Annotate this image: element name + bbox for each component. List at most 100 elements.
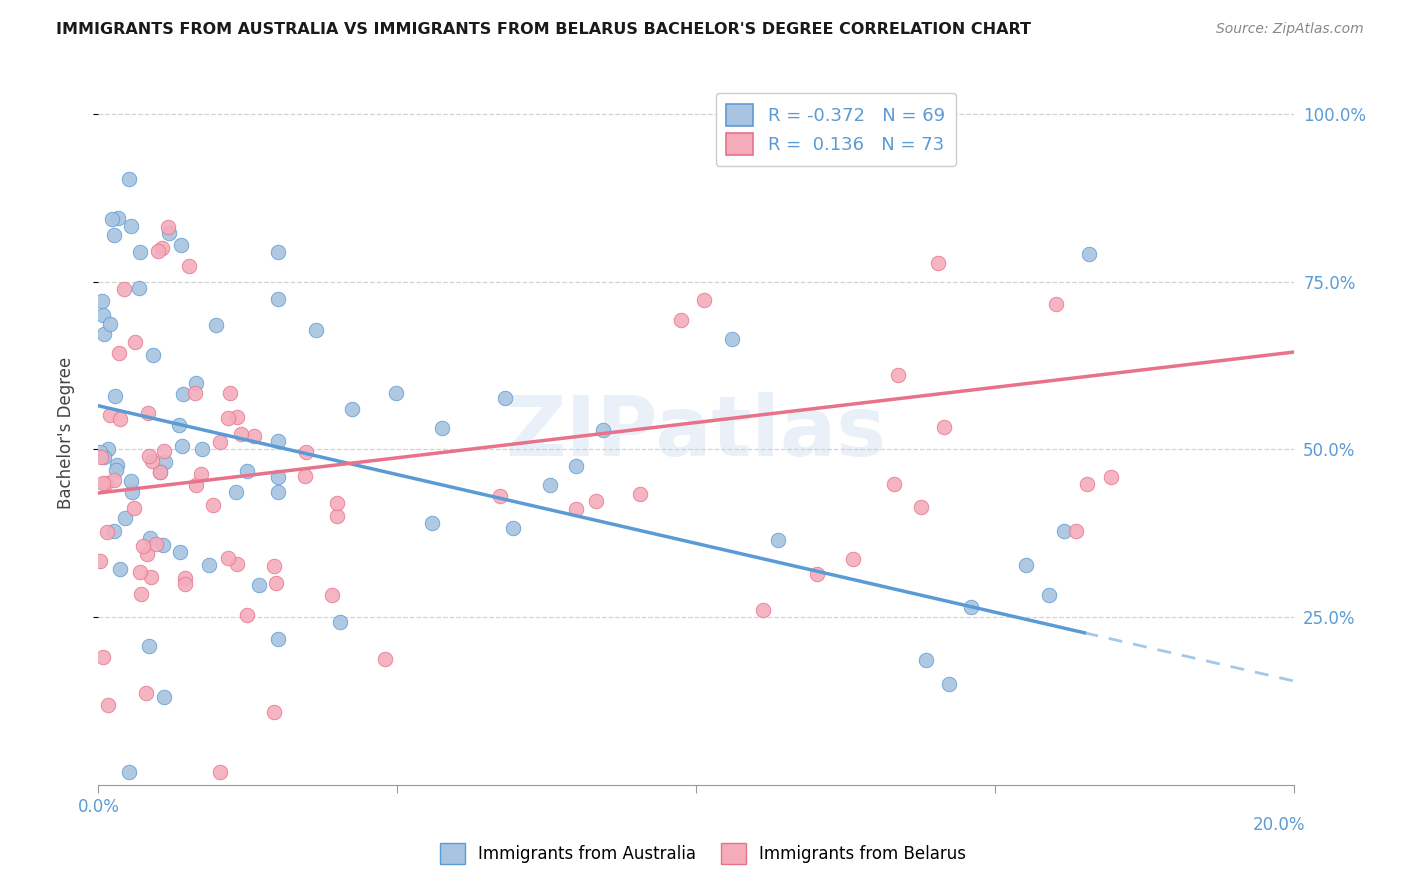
Point xyxy=(1053,524,1076,539)
Point xyxy=(247,578,270,592)
Point xyxy=(128,281,150,295)
Point xyxy=(103,524,125,538)
Point xyxy=(183,386,205,401)
Point xyxy=(883,477,905,491)
Text: 20.0%: 20.0% xyxy=(1253,816,1306,834)
Point xyxy=(267,245,290,260)
Point xyxy=(108,412,131,426)
Point xyxy=(932,419,955,434)
Point xyxy=(135,686,157,700)
Point xyxy=(96,524,118,539)
Point xyxy=(141,454,163,468)
Point xyxy=(179,259,201,273)
Point xyxy=(502,521,524,535)
Point xyxy=(167,418,190,433)
Point xyxy=(157,226,180,240)
Point xyxy=(131,586,153,600)
Point xyxy=(138,639,160,653)
Point xyxy=(669,313,692,327)
Point xyxy=(139,531,162,545)
Point xyxy=(1045,297,1067,311)
Point xyxy=(960,599,983,614)
Point xyxy=(98,409,121,423)
Point xyxy=(91,309,114,323)
Point xyxy=(120,474,142,488)
Point xyxy=(153,455,176,469)
Point xyxy=(886,368,908,382)
Point xyxy=(105,462,128,476)
Point xyxy=(103,473,125,487)
Point xyxy=(197,558,219,572)
Point xyxy=(118,172,141,186)
Point xyxy=(841,551,863,566)
Point xyxy=(190,442,212,457)
Point xyxy=(1064,524,1087,538)
Point xyxy=(217,411,239,425)
Point xyxy=(564,501,586,516)
Point xyxy=(128,565,150,579)
Point xyxy=(1076,477,1098,491)
Point xyxy=(149,465,172,479)
Point xyxy=(720,332,742,346)
Point xyxy=(108,561,131,575)
Point xyxy=(93,450,115,464)
Point xyxy=(98,317,121,331)
Point xyxy=(149,465,172,479)
Point xyxy=(107,211,129,226)
Point xyxy=(693,293,716,308)
Point xyxy=(225,558,247,572)
Point xyxy=(173,571,195,585)
Point xyxy=(169,545,191,559)
Point xyxy=(592,423,614,437)
Point xyxy=(267,292,290,306)
Point xyxy=(374,652,396,666)
Point xyxy=(184,376,207,390)
Point xyxy=(174,577,197,591)
Point xyxy=(910,500,932,514)
Point xyxy=(89,554,111,568)
Point xyxy=(90,294,112,309)
Point xyxy=(267,485,290,500)
Point xyxy=(129,244,152,259)
Point xyxy=(384,386,406,401)
Point xyxy=(190,467,212,482)
Point xyxy=(121,485,143,500)
Point xyxy=(93,327,115,342)
Point xyxy=(263,705,285,719)
Text: IMMIGRANTS FROM AUSTRALIA VS IMMIGRANTS FROM BELARUS BACHELOR'S DEGREE CORRELATI: IMMIGRANTS FROM AUSTRALIA VS IMMIGRANTS … xyxy=(56,22,1031,37)
Point xyxy=(217,551,239,566)
Point xyxy=(340,402,363,417)
Point xyxy=(420,516,443,530)
Point xyxy=(938,677,960,691)
Point xyxy=(118,764,141,779)
Point xyxy=(94,475,117,490)
Point xyxy=(153,443,176,458)
Legend: Immigrants from Australia, Immigrants from Belarus: Immigrants from Australia, Immigrants fr… xyxy=(433,837,973,871)
Point xyxy=(927,256,949,270)
Point xyxy=(138,449,160,463)
Point xyxy=(120,219,142,234)
Point xyxy=(295,445,318,459)
Point xyxy=(93,650,115,665)
Point xyxy=(89,444,111,458)
Legend: R = -0.372   N = 69, R =  0.136   N = 73: R = -0.372 N = 69, R = 0.136 N = 73 xyxy=(716,93,956,166)
Point xyxy=(170,238,193,252)
Point xyxy=(628,487,651,501)
Point xyxy=(156,220,179,235)
Point xyxy=(132,539,155,553)
Text: ZIPatlas: ZIPatlas xyxy=(506,392,886,473)
Point xyxy=(430,421,453,435)
Point xyxy=(172,387,194,401)
Point xyxy=(97,698,120,712)
Point xyxy=(915,653,938,667)
Point xyxy=(136,406,159,420)
Point xyxy=(152,538,174,552)
Point xyxy=(329,615,352,629)
Point xyxy=(104,389,127,403)
Point xyxy=(148,244,170,258)
Point xyxy=(752,602,775,616)
Point xyxy=(766,533,789,547)
Point xyxy=(141,570,163,584)
Point xyxy=(107,346,129,360)
Point xyxy=(1038,588,1060,602)
